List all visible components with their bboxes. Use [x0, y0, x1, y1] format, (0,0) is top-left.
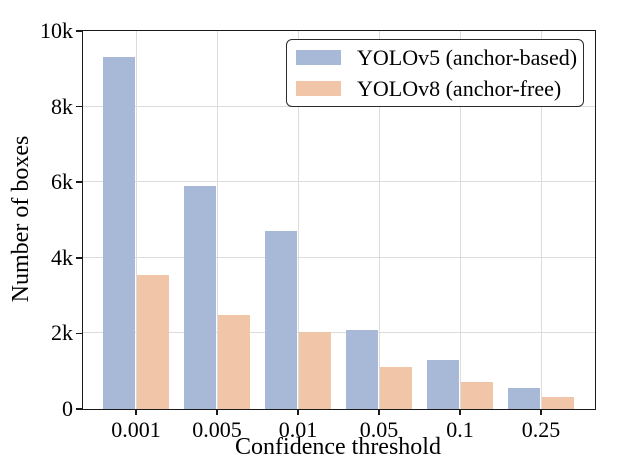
legend-label-yolov5: YOLOv5 (anchor-based): [357, 44, 578, 70]
y-axis-tick: [76, 332, 82, 335]
y-tick-label: 2k: [51, 320, 73, 346]
x-tick-label: 0.1: [446, 417, 474, 442]
bar-yolov5-0.01: [265, 231, 297, 409]
x-tick-label: 0.05: [359, 417, 399, 442]
x-tick-label: 0.01: [278, 417, 318, 442]
x-axis-tick: [378, 409, 380, 415]
y-axis-label: Number of boxes: [8, 135, 34, 303]
x-tick-label: 0.005: [192, 417, 242, 442]
y-tick-label: 0: [62, 396, 73, 421]
gridline-horizontal: [83, 256, 595, 258]
bar-yolov5-0.1: [427, 359, 459, 409]
legend-entry-yolov5: YOLOv5 (anchor-based): [287, 45, 583, 71]
legend-swatch-yolov8: [296, 81, 341, 96]
bar-yolov5-0.05: [346, 329, 378, 409]
gridline-vertical: [297, 31, 299, 409]
y-axis-tick: [76, 105, 82, 108]
bar-yolov5-0.25: [508, 388, 540, 409]
bar-yolov8-0.25: [542, 396, 574, 409]
x-axis-tick: [135, 409, 137, 415]
x-axis-tick: [540, 409, 542, 415]
bar-yolov8-0.001: [137, 274, 169, 409]
gridline-horizontal: [83, 181, 595, 183]
x-axis-tick: [297, 409, 299, 415]
y-axis-tick: [76, 30, 82, 32]
y-tick-label: 8k: [51, 93, 73, 119]
x-axis-label: Confidence threshold: [235, 434, 441, 460]
plot-area: YOLOv5 (anchor-based) YOLOv8 (anchor-fre…: [40, 20, 596, 442]
x-tick-label: 0.25: [521, 417, 561, 442]
gridline-vertical: [540, 31, 542, 409]
x-axis-tick: [216, 409, 218, 415]
y-axis-tick: [76, 257, 82, 259]
legend-label-yolov8: YOLOv8 (anchor-free): [357, 75, 562, 101]
x-axis-tick: [459, 409, 461, 415]
legend-swatch-yolov5: [296, 50, 341, 65]
x-tick-label: 0.001: [111, 417, 161, 442]
y-tick-label: 4k: [51, 244, 73, 270]
bar-yolov8-0.005: [218, 314, 250, 409]
y-axis-tick: [76, 408, 82, 410]
gridline-vertical: [459, 31, 461, 409]
gridline-vertical: [216, 31, 218, 409]
bar-yolov8-0.05: [380, 367, 412, 409]
bar-yolov8-0.01: [299, 331, 331, 409]
bar-yolov5-0.001: [103, 57, 135, 409]
y-tick-label: 6k: [51, 169, 73, 195]
bar-yolov5-0.005: [184, 185, 216, 409]
legend-entry-yolov8: YOLOv8 (anchor-free): [287, 76, 583, 102]
gridline-vertical: [378, 31, 380, 409]
bar-yolov8-0.1: [461, 381, 493, 409]
gridline-horizontal: [83, 332, 595, 334]
gridline-vertical: [135, 31, 137, 409]
y-tick-label: 10k: [40, 18, 73, 43]
legend: YOLOv5 (anchor-based) YOLOv8 (anchor-fre…: [286, 39, 584, 107]
y-axis-tick: [76, 181, 82, 183]
